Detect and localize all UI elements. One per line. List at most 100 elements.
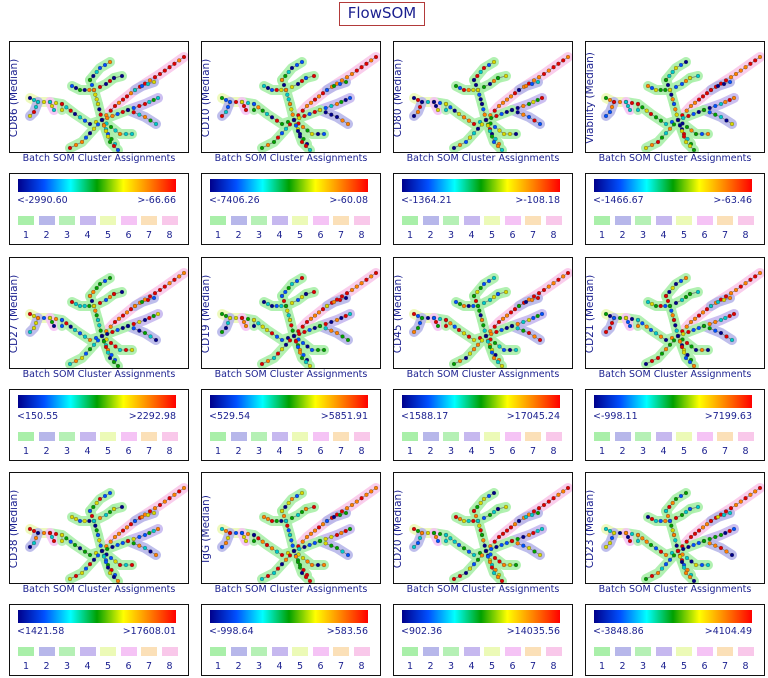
- cluster-swatch-5: [100, 647, 116, 656]
- tree-node: [283, 504, 288, 510]
- tree-node: [431, 99, 437, 105]
- tree-node: [167, 65, 172, 70]
- tree-node: [77, 518, 83, 524]
- cluster-swatch-8: [545, 647, 562, 656]
- tree-node: [515, 105, 520, 111]
- tree-node: [556, 277, 561, 282]
- tree-node: [299, 355, 305, 361]
- tree-node: [471, 562, 477, 567]
- tree-node: [492, 124, 498, 130]
- tree-node: [691, 578, 697, 583]
- tree-node: [79, 355, 85, 361]
- tree-node: [142, 101, 148, 107]
- colorscale-max-label: >7199.63: [704, 411, 752, 422]
- tree-node: [31, 540, 37, 546]
- tree-node: [691, 147, 697, 152]
- tree-node: [466, 87, 471, 93]
- tree-node: [509, 107, 515, 113]
- tree-node: [142, 545, 148, 551]
- tree-node: [95, 553, 101, 558]
- cluster-label: 2: [235, 446, 242, 457]
- tree-node: [681, 350, 687, 355]
- tree-node: [269, 87, 275, 93]
- tree-node: [102, 278, 108, 284]
- tree-node: [483, 333, 489, 339]
- tree-node: [339, 315, 344, 321]
- tree-node: [131, 105, 136, 111]
- plot-cd80: CD80 (Median): [393, 41, 573, 153]
- tree-node: [157, 502, 163, 508]
- cluster-swatch-6: [504, 647, 521, 656]
- tree-node: [681, 115, 686, 121]
- tree-node: [696, 540, 701, 546]
- tree-node: [452, 324, 457, 329]
- tree-node: [324, 518, 330, 524]
- cluster-swatch-1: [402, 647, 418, 656]
- tree-node: [279, 303, 284, 309]
- tree-svg: [601, 52, 764, 152]
- tree-node: [279, 552, 285, 558]
- tree-node: [289, 107, 294, 112]
- tree-node: [103, 512, 109, 518]
- tree-node: [115, 542, 120, 548]
- tree-node: [123, 347, 129, 353]
- tree-node: [105, 565, 111, 570]
- tree-node: [478, 285, 483, 291]
- cluster-swatch-5: [484, 216, 500, 225]
- tree-node: [265, 573, 271, 579]
- tree-node: [77, 331, 83, 336]
- cluster-label: 8: [550, 446, 557, 457]
- tree-node: [31, 97, 37, 103]
- tree-node: [97, 107, 102, 112]
- tree-node: [339, 530, 344, 536]
- cluster-label: 5: [104, 230, 112, 241]
- tree-node: [487, 297, 493, 303]
- tree-node: [683, 139, 689, 145]
- tree-node: [515, 536, 520, 542]
- cluster-swatch-4: [79, 432, 96, 441]
- tree-node: [304, 103, 310, 109]
- tree-node: [283, 87, 289, 93]
- tree-node: [721, 512, 727, 518]
- tree-node: [532, 118, 537, 123]
- tree-node: [53, 531, 59, 537]
- tree-node: [625, 319, 631, 325]
- y-axis-label: CD20 (Median): [393, 489, 404, 569]
- tree-node: [707, 541, 712, 546]
- cluster-swatch-8: [737, 216, 754, 225]
- tree-node: [653, 303, 659, 309]
- tree-node: [663, 337, 669, 343]
- tree-node: [151, 295, 157, 301]
- cluster-label: 1: [598, 661, 606, 672]
- tree-node: [27, 113, 33, 119]
- tree-node: [757, 54, 763, 60]
- tree-node: [299, 570, 305, 576]
- tree-node: [97, 281, 103, 287]
- tree-node: [303, 143, 309, 149]
- tree-node: [142, 330, 148, 336]
- tree-node: [317, 107, 323, 113]
- tree-node: [339, 99, 344, 105]
- tree-node: [294, 278, 300, 284]
- tree-node: [73, 301, 79, 307]
- tree-node: [492, 108, 497, 113]
- tree-node: [727, 97, 732, 103]
- cluster-label: 8: [166, 230, 173, 241]
- tree-node: [499, 147, 505, 152]
- tree-node: [678, 62, 684, 68]
- tree-node: [295, 81, 301, 87]
- tree-node: [521, 112, 526, 117]
- tree-node: [713, 112, 718, 117]
- tree-node: [94, 69, 99, 75]
- tree-node: [308, 100, 314, 105]
- tree-node: [125, 323, 131, 329]
- cluster-swatch-1: [18, 216, 34, 225]
- tree-node: [489, 115, 494, 121]
- tree-node: [181, 270, 187, 276]
- tree-node: [132, 303, 138, 309]
- cluster-label: 6: [701, 446, 708, 457]
- tree-node: [663, 77, 669, 83]
- tree-node: [497, 344, 502, 349]
- tree-node: [513, 562, 519, 568]
- tree-node: [715, 299, 721, 305]
